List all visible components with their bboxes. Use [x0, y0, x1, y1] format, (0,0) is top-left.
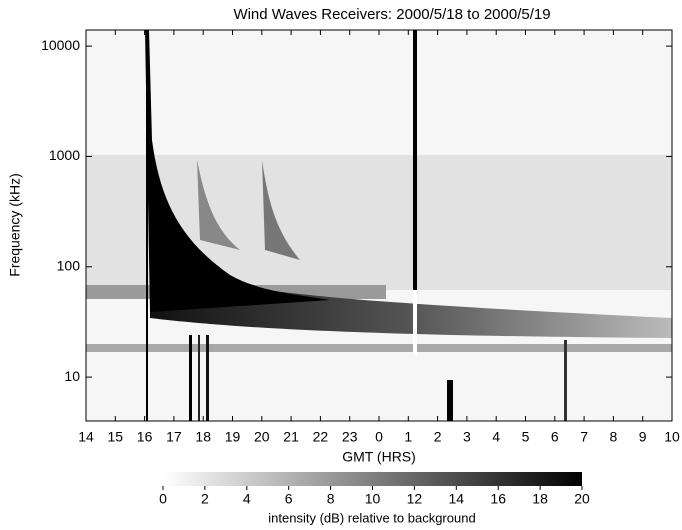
colorbar-tick-label: 18	[532, 491, 548, 507]
x-tick-label: 15	[108, 429, 124, 445]
colorbar-tick-label: 4	[243, 491, 251, 507]
spectrogram	[86, 30, 672, 421]
x-tick-label: 10	[664, 429, 680, 445]
colorbar-tick-label: 6	[285, 491, 293, 507]
colorbar-label: intensity (dB) relative to background	[268, 510, 475, 525]
x-tick-label: 18	[195, 429, 211, 445]
colorbar	[163, 472, 582, 486]
y-tick-label: 10	[64, 368, 80, 384]
x-tick-label: 0	[375, 429, 383, 445]
y-tick-label: 100	[57, 257, 81, 273]
colorbar-tick-label: 14	[449, 491, 465, 507]
x-tick-label: 19	[225, 429, 241, 445]
x-tick-label: 2	[434, 429, 442, 445]
x-tick-label: 4	[492, 429, 500, 445]
x-axis-label: GMT (HRS)	[342, 449, 416, 465]
colorbar-tick-label: 8	[327, 491, 335, 507]
x-tick-label: 3	[463, 429, 471, 445]
x-tick-label: 22	[313, 429, 329, 445]
x-tick-label: 16	[137, 429, 153, 445]
colorbar-tick-label: 10	[365, 491, 381, 507]
x-tick-label: 5	[522, 429, 530, 445]
colorbar-tick-label: 16	[490, 491, 506, 507]
x-tick-label: 6	[551, 429, 559, 445]
x-tick-label: 20	[254, 429, 270, 445]
x-tick-label: 17	[166, 429, 182, 445]
y-axis-label: Frequency (kHz)	[7, 173, 23, 276]
y-tick-label: 1000	[49, 147, 80, 163]
x-tick-label: 8	[610, 429, 618, 445]
colorbar-tick-label: 12	[407, 491, 423, 507]
colorbar-tick-label: 0	[159, 491, 167, 507]
x-tick-label: 14	[78, 429, 94, 445]
x-tick-label: 7	[580, 429, 588, 445]
x-tick-label: 1	[404, 429, 412, 445]
y-tick-label: 10000	[41, 37, 80, 53]
x-tick-label: 23	[342, 429, 358, 445]
colorbar-tick-label: 2	[201, 491, 209, 507]
x-tick-label: 9	[639, 429, 647, 445]
chart-title: Wind Waves Receivers: 2000/5/18 to 2000/…	[233, 6, 550, 23]
x-tick-label: 21	[283, 429, 299, 445]
colorbar-tick-label: 20	[574, 491, 590, 507]
